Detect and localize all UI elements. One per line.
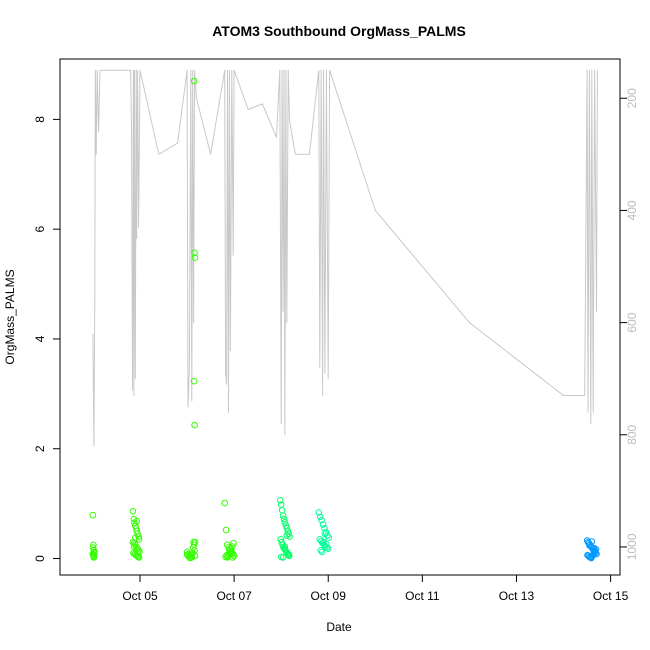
x-tick-label: Oct 05	[122, 589, 158, 603]
x-axis-label: Date	[326, 620, 352, 634]
data-point	[317, 547, 325, 554]
x-tick-label: Oct 15	[593, 589, 629, 603]
data-point	[276, 497, 284, 504]
data-point	[285, 551, 293, 559]
data-point	[223, 551, 230, 559]
y-axis-label: OrgMass_PALMS	[3, 269, 17, 364]
data-point	[588, 538, 596, 545]
data-point	[190, 77, 198, 85]
data-point	[588, 553, 596, 560]
line-series	[92, 69, 598, 447]
data-point	[229, 554, 236, 561]
data-point	[315, 509, 323, 516]
data-point	[323, 544, 331, 551]
data-point	[283, 532, 291, 539]
data-point	[324, 545, 332, 553]
y-axis: 0 2 4 6 8	[33, 116, 61, 562]
right-y-tick-label: 200	[625, 88, 639, 108]
right-y-tick-label: 1000	[625, 533, 639, 560]
data-point	[278, 506, 286, 514]
data-point	[281, 543, 289, 550]
data-point	[190, 377, 198, 385]
data-point	[325, 534, 333, 542]
data-point	[316, 513, 324, 521]
data-point	[132, 534, 139, 542]
y-tick-label: 6	[33, 226, 47, 233]
data-point	[321, 530, 329, 538]
data-point	[285, 530, 293, 538]
data-point	[279, 512, 287, 520]
data-point	[89, 511, 97, 519]
data-point	[90, 554, 98, 561]
data-point	[89, 544, 97, 551]
data-point	[134, 548, 141, 556]
data-point	[191, 254, 199, 262]
data-point	[280, 515, 288, 523]
data-point	[191, 249, 198, 257]
data-point	[90, 551, 97, 559]
data-point	[191, 421, 198, 429]
data-point	[283, 525, 291, 532]
data-point	[277, 536, 285, 543]
data-point	[590, 544, 598, 552]
data-point	[189, 544, 197, 551]
data-point	[130, 543, 138, 550]
data-point	[135, 536, 143, 543]
data-point	[224, 553, 232, 560]
data-point	[281, 519, 289, 526]
data-point	[221, 499, 228, 507]
data-point	[279, 554, 287, 561]
data-point	[135, 533, 142, 540]
data-point	[319, 521, 327, 528]
x-tick-label: Oct 07	[216, 589, 252, 603]
x-axis: Oct 05 Oct 07 Oct 09 Oct 11 Oct 13 Oct 15	[122, 574, 629, 603]
right-y-tick-label: 400	[625, 200, 639, 220]
y-tick-label: 0	[33, 555, 47, 562]
right-y-axis: 200 400 600 800 1000	[619, 88, 639, 560]
data-point	[222, 526, 230, 534]
data-point	[191, 538, 199, 546]
data-point	[133, 517, 140, 525]
data-point	[228, 547, 235, 555]
plot-area	[59, 58, 621, 576]
data-point	[323, 541, 330, 548]
x-tick-label: Oct 13	[499, 589, 535, 603]
data-point	[282, 522, 290, 529]
line-layer	[92, 69, 598, 447]
right-y-tick-label: 800	[625, 424, 639, 444]
data-point	[318, 548, 326, 556]
data-point	[228, 543, 236, 550]
data-point	[133, 552, 141, 560]
chart-title: ATOM3 Southbound OrgMass_PALMS	[212, 23, 466, 39]
y-tick-label: 4	[33, 335, 47, 342]
points-layer	[89, 77, 600, 562]
data-point	[129, 508, 137, 515]
x-tick-label: Oct 11	[405, 589, 440, 603]
data-point	[318, 516, 325, 524]
data-point	[322, 528, 330, 536]
data-point	[191, 552, 199, 560]
y-tick-label: 8	[33, 116, 47, 123]
data-point	[230, 539, 237, 547]
x-tick-label: Oct 09	[311, 589, 347, 603]
data-point	[133, 527, 140, 535]
y-tick-label: 2	[33, 445, 47, 452]
right-y-tick-label: 600	[625, 312, 639, 332]
